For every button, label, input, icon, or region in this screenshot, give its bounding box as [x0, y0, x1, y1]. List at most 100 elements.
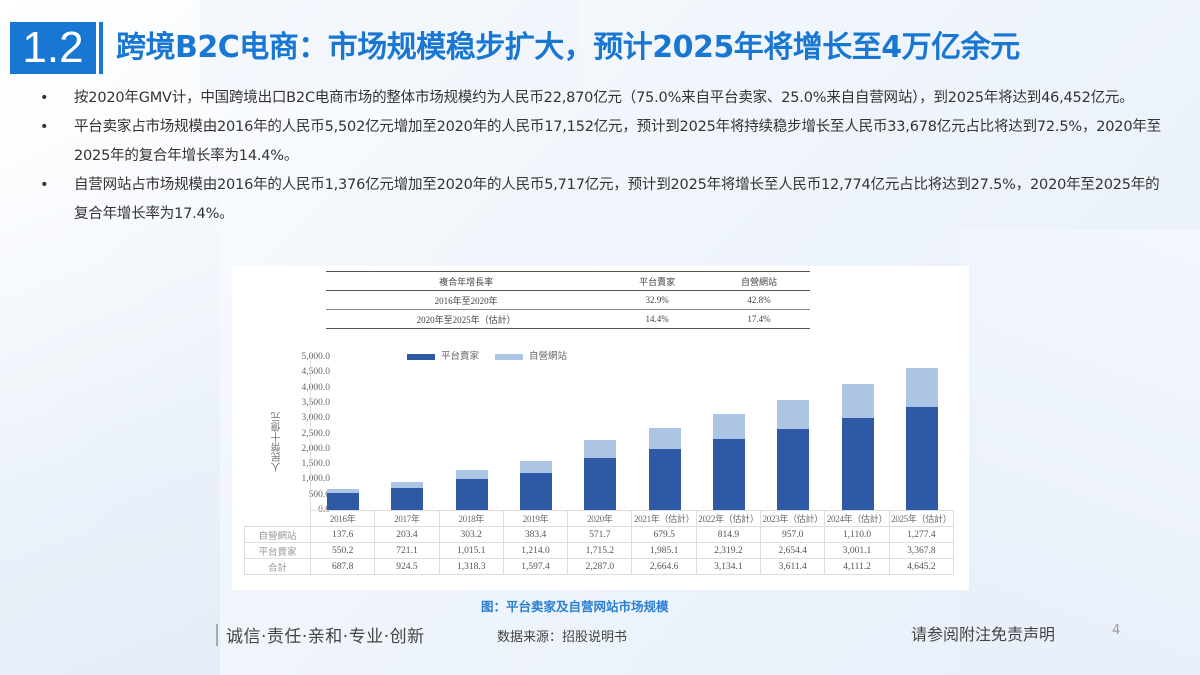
cagr-cell: 14.4%	[645, 314, 669, 324]
legend-swatch-icon	[407, 353, 435, 360]
bullet-item: • 按2020年GMV计，中国跨境出口B2C电商市场的整体市场规模约为人民币22…	[38, 84, 1168, 113]
bar-segment-self-operated	[712, 414, 745, 440]
y-tick-label: 3,000.0	[301, 413, 331, 424]
data-cell: 2,287.0	[567, 558, 633, 575]
row-label: 合計	[244, 558, 311, 575]
section-number: 1.2	[10, 22, 96, 74]
stacked-bar	[841, 384, 874, 510]
data-row: 平台賣家 550.2 721.1 1,015.1 1,214.0 1,715.2 1,98…	[244, 542, 954, 559]
bar-segment-self-operated	[327, 488, 360, 494]
data-cell: 1,110.0	[824, 526, 890, 543]
bar-segment-self-operated	[905, 367, 938, 407]
data-cell: 1,715.2	[567, 542, 633, 559]
data-cell: 571.7	[567, 526, 633, 543]
company-motto: 诚信·责任·亲和·专业·创新	[226, 627, 425, 647]
y-tick-label: 4,000.0	[301, 382, 331, 393]
y-axis: 人民幣十億元 5,000.0 4,500.0 4,000.0 3,500.0 3,000…	[272, 352, 331, 515]
data-cell: 924.5	[374, 558, 440, 575]
disclaimer-link[interactable]: 请参阅附注免责声明	[911, 625, 1056, 644]
data-row: 合計 687.8 924.5 1,318.3 1,597.4 2,287.0 2,664.…	[244, 558, 954, 575]
y-tick-label: 1,000.0	[301, 474, 331, 485]
row-label: 自營網站	[244, 526, 311, 543]
bullet-dot-icon: •	[40, 90, 49, 106]
background-shape	[0, 90, 220, 675]
chart-card: 複合年增長率 平台賣家 自營網站 2016年至2020年 32.9% 42.8%…	[232, 266, 969, 590]
year-row: 2016年 2017年 2018年 2019年 2020年 2021年（估計） 2022年（…	[244, 510, 954, 527]
bar-segment-platform	[520, 472, 553, 510]
bar-segment-platform	[777, 428, 810, 510]
cagr-cell: 32.9%	[645, 295, 669, 305]
plot-area	[310, 357, 953, 510]
cagr-cell: 2016年至2020年	[434, 295, 498, 306]
chart-legend: 平台賣家 自營網站	[407, 348, 567, 362]
year-cell: 2023年（估計）	[760, 510, 826, 527]
cagr-cell: 2020年至2025年（估計）	[416, 314, 516, 325]
bar-segment-platform	[327, 493, 360, 510]
cagr-row: 2016年至2020年 32.9% 42.8%	[326, 291, 810, 310]
data-row: 自營網站 137.6 203.4 303.2 383.4 571.7 679.5 814.9…	[244, 526, 954, 543]
data-cell: 137.6	[309, 526, 376, 543]
data-cell: 3,001.1	[824, 542, 890, 559]
data-cell: 383.4	[502, 526, 569, 543]
year-cell: 2018年	[438, 510, 504, 527]
year-cell: 2020年	[567, 510, 633, 527]
footer-divider	[216, 624, 218, 646]
data-cell: 203.4	[374, 526, 440, 543]
slide-header: 1.2 跨境B2C电商：市场规模稳步扩大，预计2025年将增长至4万亿余元	[0, 22, 1200, 74]
y-tick-label: 2,000.0	[301, 443, 331, 454]
year-cell: 2016年	[309, 510, 376, 527]
data-cell: 1,277.4	[888, 526, 954, 543]
data-cell: 2,664.6	[631, 558, 697, 575]
bullet-text: 按2020年GMV计，中国跨境出口B2C电商市场的整体市场规模约为人民币22,8…	[74, 90, 1134, 106]
bar-segment-self-operated	[841, 384, 874, 419]
page-number: 4	[1112, 623, 1121, 638]
data-cell: 1,214.0	[502, 542, 569, 559]
y-tick-label: 3,500.0	[301, 397, 331, 408]
bullet-dot-icon: •	[40, 177, 49, 193]
data-cell: 3,367.8	[888, 542, 954, 559]
bar-segment-platform	[841, 418, 874, 510]
bullet-text: 自营网站占市场规模由2016年的人民币1,376亿元增加至2020年的人民币5,…	[74, 177, 1160, 222]
cagr-header-row: 複合年增長率 平台賣家 自營網站	[326, 271, 810, 291]
year-cell: 2024年（估計）	[824, 510, 890, 527]
data-cell: 721.1	[374, 542, 440, 559]
bar-segment-self-operated	[584, 440, 617, 458]
cagr-cell: 42.8%	[747, 295, 771, 305]
stacked-bar	[455, 469, 488, 510]
data-cell: 3,611.4	[760, 558, 826, 575]
bar-segment-platform	[905, 406, 938, 510]
bar-segment-self-operated	[391, 481, 424, 488]
year-cell: 2021年（估計）	[631, 510, 697, 527]
data-cell: 814.9	[695, 526, 762, 543]
stacked-bar	[648, 428, 681, 510]
data-cell: 1,985.1	[631, 542, 697, 559]
year-cell: 2019年	[502, 510, 569, 527]
cagr-header: 平台賣家	[639, 276, 676, 287]
chart-data-table: 2016年 2017年 2018年 2019年 2020年 2021年（估計） 2022年（…	[244, 510, 954, 575]
legend-swatch-icon	[495, 353, 524, 360]
bullet-text: 平台卖家占市场规模由2016年的人民币5,502亿元增加至2020年的人民币17…	[74, 119, 1161, 164]
data-cell: 1,318.3	[438, 558, 504, 575]
slide-title: 跨境B2C电商：市场规模稳步扩大，预计2025年将增长至4万亿余元	[116, 30, 1020, 65]
y-tick-label: 2,500.0	[301, 428, 331, 439]
stacked-bar	[520, 461, 553, 510]
stacked-bar	[327, 488, 360, 510]
cagr-header: 複合年增長率	[439, 276, 494, 287]
year-cell: 2025年（估計）	[888, 510, 954, 527]
bar-segment-platform	[712, 439, 745, 510]
year-cell: 2022年（估計）	[695, 510, 762, 527]
legend-label: 平台賣家	[441, 352, 480, 362]
data-cell: 1,015.1	[438, 542, 504, 559]
header-divider	[99, 22, 103, 74]
bar-segment-self-operated	[648, 428, 681, 450]
stacked-bar	[905, 367, 938, 510]
legend-label: 自營網站	[529, 352, 568, 362]
bullet-list: • 按2020年GMV计，中国跨境出口B2C电商市场的整体市场规模约为人民币22…	[38, 84, 1168, 229]
bullet-item: • 自营网站占市场规模由2016年的人民币1,376亿元增加至2020年的人民币…	[38, 171, 1168, 229]
bar-segment-self-operated	[520, 461, 553, 473]
bar-segment-self-operated	[455, 469, 488, 479]
data-cell: 4,645.2	[888, 558, 954, 575]
data-cell: 2,319.2	[695, 542, 762, 559]
data-cell: 1,597.4	[502, 558, 569, 575]
bar-segment-self-operated	[777, 399, 810, 429]
